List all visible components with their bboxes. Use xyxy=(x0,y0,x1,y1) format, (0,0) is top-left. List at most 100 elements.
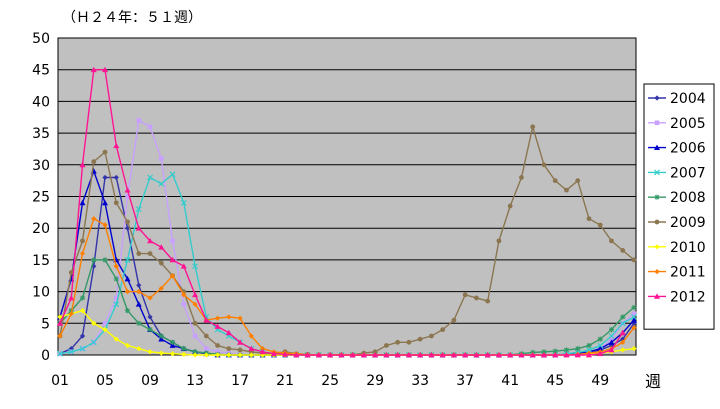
data-point-2009 xyxy=(519,175,524,180)
data-point-2009 xyxy=(125,219,130,225)
legend-item-2010: 2010 xyxy=(648,240,706,256)
data-point-2008 xyxy=(552,348,558,354)
y-tick-label: 35 xyxy=(32,126,50,142)
data-point-2005 xyxy=(204,346,209,351)
data-point-2012 xyxy=(293,352,300,358)
data-point-2012 xyxy=(383,352,390,358)
data-point-2005 xyxy=(192,333,198,339)
data-point-2012 xyxy=(282,351,289,357)
legend-marker xyxy=(654,293,660,299)
data-point-2007 xyxy=(124,256,131,263)
data-point-2012 xyxy=(462,352,469,358)
x-tick-label: 09 xyxy=(141,373,159,389)
data-point-2008 xyxy=(597,336,603,342)
legend: 2004 2005 2006 2007 2008 2009 2010 2011 2012 xyxy=(643,83,715,330)
data-point-2004 xyxy=(147,314,153,320)
x-tick-label: 01 xyxy=(51,373,69,389)
data-point-2012 xyxy=(349,352,356,358)
data-point-2009 xyxy=(429,333,434,339)
data-point-2007 xyxy=(619,320,626,327)
data-point-2009 xyxy=(485,298,491,304)
x-axis-ticks: 01 05 09 13 17 21 25 29 33 37 41 45 49 xyxy=(51,373,609,389)
data-point-2012 xyxy=(597,350,604,357)
data-point-2012 xyxy=(225,329,232,336)
data-point-2009 xyxy=(192,320,198,326)
data-point-2011 xyxy=(124,289,131,295)
data-point-2011 xyxy=(248,333,254,339)
data-point-2007 xyxy=(158,180,165,187)
legend-label: 2009 xyxy=(670,215,706,231)
data-point-2007 xyxy=(597,342,604,349)
x-tick-label: 41 xyxy=(501,373,519,389)
data-point-2008 xyxy=(608,327,615,333)
data-point-2012 xyxy=(507,352,514,358)
data-point-2010 xyxy=(248,352,254,358)
y-tick-label: 40 xyxy=(32,94,50,110)
data-point-2010 xyxy=(57,314,63,320)
data-point-2007 xyxy=(192,263,198,270)
data-point-2010 xyxy=(158,350,164,356)
data-point-2011 xyxy=(181,292,187,298)
x-tick-label: 25 xyxy=(321,373,339,389)
data-point-2010 xyxy=(102,327,108,333)
legend-marker xyxy=(654,169,660,176)
data-point-2008 xyxy=(79,295,86,301)
data-point-2006 xyxy=(124,275,131,282)
legend-label: 2007 xyxy=(670,165,706,181)
data-point-2009 xyxy=(406,339,412,345)
data-point-2010 xyxy=(237,352,243,358)
series-2012 xyxy=(57,66,626,358)
legend-marker xyxy=(654,194,660,200)
data-point-2009 xyxy=(372,349,378,355)
data-point-2012 xyxy=(495,352,502,358)
data-point-2012 xyxy=(529,352,536,358)
legend-item-2008: 2008 xyxy=(648,190,706,206)
data-point-2006 xyxy=(158,336,165,342)
data-point-2005 xyxy=(170,238,175,244)
legend-item-2004: 2004 xyxy=(648,91,706,107)
data-point-2009 xyxy=(507,203,513,209)
data-point-2007 xyxy=(180,199,187,206)
data-point-2007 xyxy=(113,301,120,308)
data-point-2009 xyxy=(80,238,85,244)
data-point-2008 xyxy=(91,257,97,263)
data-point-2009 xyxy=(609,238,614,244)
data-point-2008 xyxy=(113,276,119,282)
x-tick-label: 33 xyxy=(411,373,429,389)
data-point-2009 xyxy=(586,216,592,222)
data-point-2010 xyxy=(124,342,131,349)
legend-label: 2005 xyxy=(670,116,706,132)
data-point-2012 xyxy=(585,352,592,358)
data-point-2012 xyxy=(135,225,142,231)
data-point-2009 xyxy=(474,295,479,301)
data-point-2008 xyxy=(192,349,198,355)
data-point-2004 xyxy=(136,282,142,288)
legend-marker xyxy=(654,244,660,250)
data-point-2012 xyxy=(68,294,75,301)
y-tick-label: 5 xyxy=(41,316,50,332)
data-point-2008 xyxy=(563,347,570,353)
data-point-2010 xyxy=(136,346,142,352)
data-point-2011 xyxy=(158,285,164,292)
x-tick-label: 17 xyxy=(231,373,249,389)
data-point-2012 xyxy=(327,352,334,358)
data-point-2012 xyxy=(57,320,63,326)
legend-item-2006: 2006 xyxy=(648,141,706,157)
data-point-2010 xyxy=(203,352,209,358)
data-point-2012 xyxy=(417,352,424,358)
data-point-2011 xyxy=(79,250,86,257)
legend-label: 2008 xyxy=(670,190,706,206)
data-point-2011 xyxy=(147,295,153,301)
data-point-2011 xyxy=(57,333,63,339)
data-point-2010 xyxy=(620,347,626,353)
data-point-2009 xyxy=(113,200,119,206)
data-point-2011 xyxy=(68,311,74,317)
data-point-2009 xyxy=(631,257,637,263)
data-point-2010 xyxy=(91,320,97,326)
data-point-2009 xyxy=(417,336,423,342)
legend-marker xyxy=(654,219,660,225)
data-point-2008 xyxy=(124,308,131,314)
data-point-2006 xyxy=(102,199,109,206)
